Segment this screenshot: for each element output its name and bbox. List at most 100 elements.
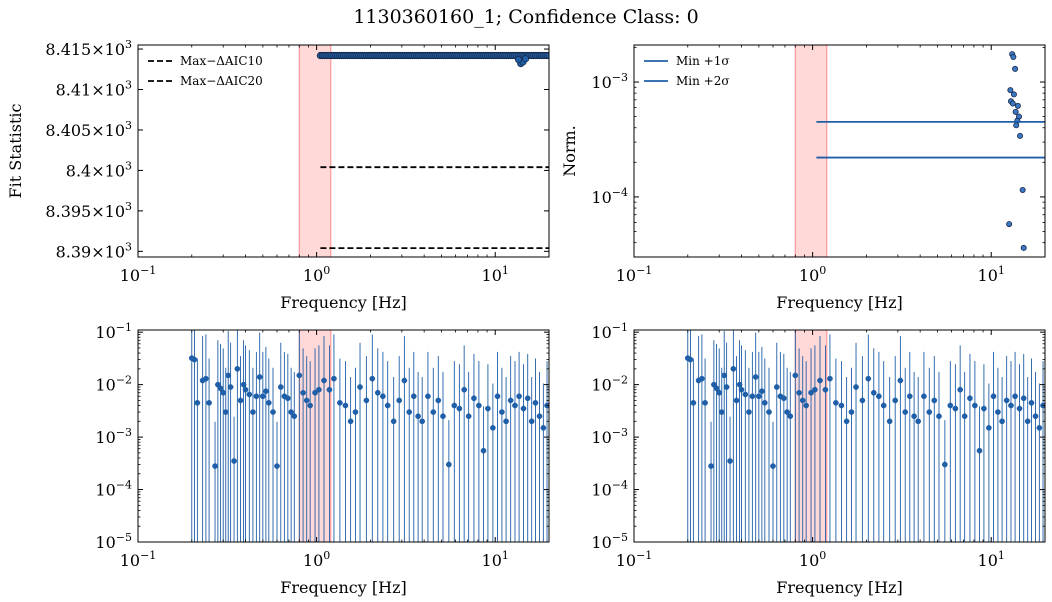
spectrum-point <box>234 365 241 372</box>
spectrum-point <box>723 384 730 390</box>
spectrum-point <box>906 393 913 400</box>
spectrum-point <box>730 365 737 372</box>
spectrum-point <box>528 418 535 425</box>
spectrum-point <box>1003 397 1010 404</box>
spectrum-point <box>194 399 201 406</box>
spectrum-point <box>256 374 263 380</box>
spectrum-point <box>742 391 749 398</box>
spectrum-point <box>755 393 762 400</box>
highlight-band <box>299 45 331 257</box>
spectrum-point <box>746 409 752 415</box>
spectrum-point <box>331 375 337 382</box>
plot-area-spec-right <box>684 330 1045 542</box>
legend-entry: Min +1σ <box>676 54 730 68</box>
norm-point <box>1010 91 1017 98</box>
spectrum-point <box>766 409 772 415</box>
spectrum-point <box>191 356 198 363</box>
y-tick-label: 8.4×103 <box>66 159 132 180</box>
spectrum-point <box>780 395 787 402</box>
spectrum-point <box>952 405 959 412</box>
x-tick-label: 100 <box>799 264 826 285</box>
y-tick-label: 8.405×103 <box>45 119 132 140</box>
spectrum-point <box>892 397 899 404</box>
spectrum-point <box>911 413 917 420</box>
spectrum-point <box>206 399 212 406</box>
spectrum-point <box>326 386 333 393</box>
x-tick-label: 101 <box>482 264 509 285</box>
spectrum-point <box>702 399 708 406</box>
spectrum-point <box>415 413 421 420</box>
y-ticks: 10−5 10−4 10−3 10−2 10−1 <box>95 321 549 552</box>
spectrum-point <box>430 409 437 415</box>
spectrum-point <box>947 402 954 409</box>
y-ticks: 8.39×103 8.395×103 8.4×103 8.405×103 8.41×10… <box>45 38 549 261</box>
spectrum-point <box>490 424 496 431</box>
spectrum-point <box>259 393 266 400</box>
spectrum-point <box>926 409 933 415</box>
spectrum-point <box>401 377 408 384</box>
y-ticks: 10−4 10−3 <box>591 47 1045 258</box>
spectrum-point <box>967 395 973 402</box>
spectrum-point <box>321 377 327 384</box>
spectrum-point <box>485 405 491 412</box>
spectrum-point <box>265 399 272 406</box>
spectrum-point <box>687 356 694 363</box>
spectrum-point <box>227 384 234 390</box>
spectrum-point <box>363 397 370 404</box>
spectrum-point <box>957 386 964 393</box>
spectrum-point <box>1036 424 1043 431</box>
spectrum-point <box>499 409 505 415</box>
spectrum-point <box>242 386 249 393</box>
spectrum-point <box>435 397 442 404</box>
y-tick-label: 10−2 <box>95 374 132 395</box>
x-tick-label: 101 <box>482 549 509 570</box>
spectrum-point <box>357 384 363 390</box>
spectrum-point <box>848 409 855 415</box>
spectrum-point <box>465 413 472 420</box>
x-ticks: 10−1 100 101 <box>616 330 1005 570</box>
spectrum-point <box>240 381 247 388</box>
spectrum-point <box>222 409 229 415</box>
spectrum-point <box>733 397 740 404</box>
spectrum-point <box>915 418 922 425</box>
spectrum-point <box>1016 405 1023 412</box>
spectrum-point <box>843 418 850 425</box>
y-tick-label: 8.39×103 <box>56 240 132 261</box>
spectrum-point <box>817 377 823 384</box>
y-axis-label: Fit Statistic <box>6 104 25 199</box>
spectrum-point <box>440 413 446 420</box>
y-tick-label: 10−3 <box>591 71 628 92</box>
spectrum-point <box>250 409 256 415</box>
spectrum-point <box>212 463 218 469</box>
x-tick-label: 101 <box>978 549 1005 570</box>
spectrum-point <box>277 384 284 390</box>
x-ticks: 10−1 100 101 <box>120 330 509 570</box>
panel-norm: 10−1 100 101 10−4 10−3 Frequency [Hz] Norm. Min… <box>560 44 1046 312</box>
panel-spec-left: 10−1 100 101 10−5 10−4 10−3 10−2 10−1 Frequency … <box>95 321 550 597</box>
spectrum-point <box>461 386 468 393</box>
x-axis-label: Frequency [Hz] <box>776 578 903 597</box>
legend: Max−ΔAIC10 Max−ΔAIC20 <box>148 54 263 88</box>
spectrum-point <box>902 409 909 415</box>
spectrum-point <box>274 463 280 469</box>
spectrum-point <box>708 463 714 469</box>
spectrum-point <box>736 381 743 388</box>
spectrum-point <box>961 413 968 420</box>
spectrum-point <box>690 399 697 406</box>
spectrum-point <box>263 388 269 395</box>
y-axis-label: Norm. <box>560 125 579 177</box>
spectrum-point <box>773 384 780 390</box>
spectrum-point <box>865 375 872 382</box>
y-tick-label: 10−2 <box>591 374 628 395</box>
spectrum-point <box>699 375 705 382</box>
spectrum-point <box>203 375 209 382</box>
spectrum-point <box>792 372 799 379</box>
plot-area-norm <box>794 45 1045 257</box>
spectrum-point <box>494 393 501 400</box>
x-ticks: 10−1 100 101 <box>616 45 1005 285</box>
spectrum-point <box>838 402 845 409</box>
spectrum-point <box>822 386 829 393</box>
spectrum-point <box>936 413 942 420</box>
spectrum-point <box>833 399 839 406</box>
